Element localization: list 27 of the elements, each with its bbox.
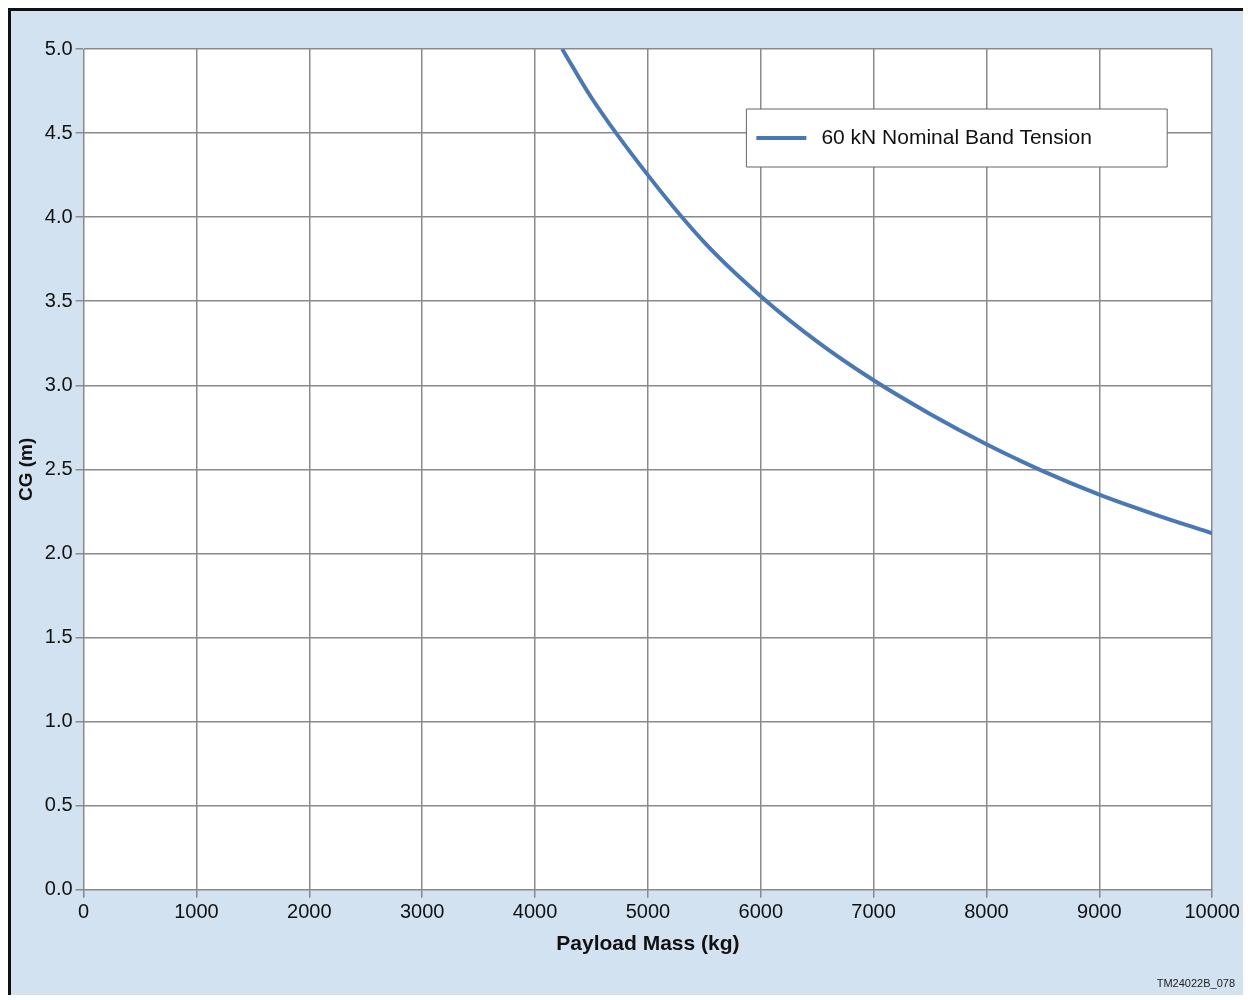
legend-label: 60 kN Nominal Band Tension (821, 124, 1092, 148)
x-tick-label: 6000 (738, 900, 784, 923)
x-tick-label: 1000 (174, 900, 219, 923)
y-axis-title: CG (m) (14, 437, 36, 502)
line-series (560, 49, 1213, 536)
x-tick-label: 0 (78, 900, 90, 923)
x-axis-title: Payload Mass (kg) (556, 931, 740, 955)
y-tick-label: 1.0 (44, 709, 73, 732)
x-tick-label: 7000 (851, 900, 896, 923)
text: TM24022B_078 (1156, 977, 1235, 989)
y-tick-label: 3.5 (44, 288, 73, 311)
y-tick-label: 0.0 (44, 877, 73, 900)
y-tick-label: 2.0 (44, 541, 73, 563)
y-tick-label: 4.5 (44, 120, 73, 143)
y-tick-label: 2.5 (44, 456, 73, 479)
y-tick-label: 5.0 (44, 36, 73, 59)
x-tick-label: 2000 (287, 900, 332, 923)
x-tick-label: 5000 (625, 900, 671, 923)
y-tick-label: 4.0 (44, 204, 73, 227)
y-tick-label: 1.5 (44, 625, 73, 648)
y-tick-label: 3.0 (44, 372, 73, 395)
x-tick-label: 3000 (399, 900, 445, 923)
y-tick-label: 0.5 (44, 793, 73, 816)
x-tick-label: 10000 (1184, 900, 1240, 923)
x-tick-label: 8000 (964, 900, 1009, 923)
x-tick-label: 9000 (1077, 900, 1122, 923)
x-tick-label: 4000 (512, 900, 558, 923)
